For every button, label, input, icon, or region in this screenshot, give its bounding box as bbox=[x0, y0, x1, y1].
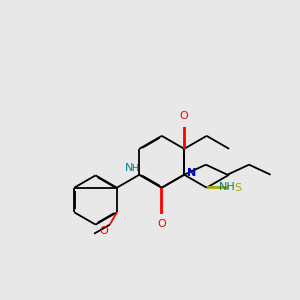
Text: N: N bbox=[124, 163, 133, 173]
Text: O: O bbox=[100, 226, 108, 236]
Text: H: H bbox=[131, 164, 138, 173]
Text: S: S bbox=[235, 183, 242, 193]
Text: NH: NH bbox=[219, 182, 236, 192]
Text: O: O bbox=[158, 219, 166, 229]
Text: N: N bbox=[187, 168, 196, 178]
Text: O: O bbox=[180, 112, 189, 122]
